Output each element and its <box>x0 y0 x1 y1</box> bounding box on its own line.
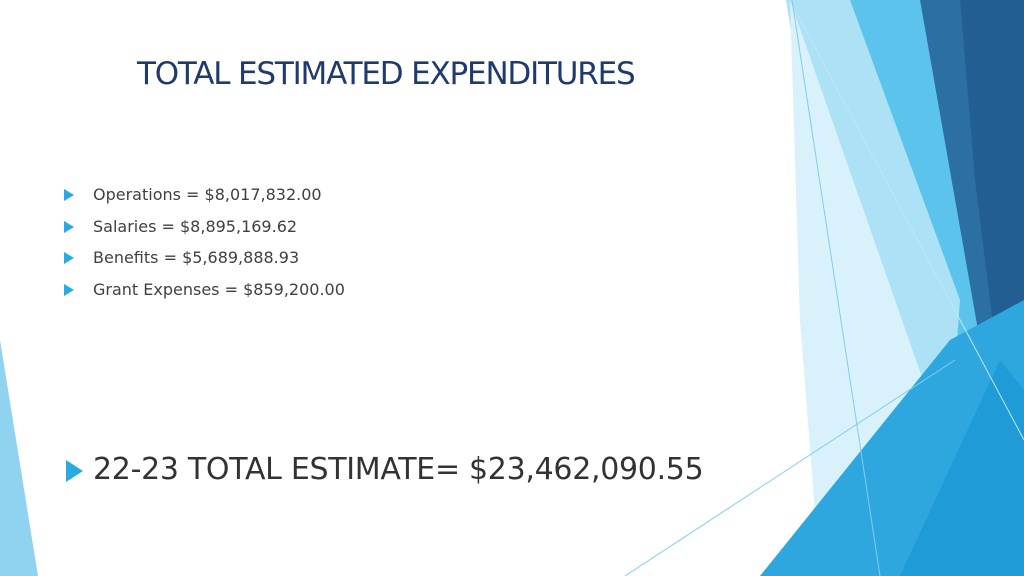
decor-line <box>624 359 956 576</box>
right-darkest-blue-shape <box>960 0 1024 340</box>
list-item: Benefits = $5,689,888.93 <box>64 246 345 278</box>
bullet-arrow-icon <box>64 283 74 296</box>
total-estimate-text: 22-23 TOTAL ESTIMATE= $23,462,090.55 <box>93 452 704 487</box>
list-item-label: Benefits = $5,689,888.93 <box>93 248 300 267</box>
expenditure-list: Operations = $8,017,832.00 Salaries = $8… <box>64 183 345 309</box>
decor-line <box>794 9 1024 441</box>
decor-line <box>791 0 881 576</box>
bullet-arrow-icon <box>66 460 83 482</box>
bullet-arrow-icon <box>64 220 74 233</box>
list-item-label: Operations = $8,017,832.00 <box>93 185 322 204</box>
left-edge-accent-shape <box>0 340 38 576</box>
list-item: Grant Expenses = $859,200.00 <box>64 278 345 310</box>
list-item-label: Salaries = $8,895,169.62 <box>93 216 298 236</box>
right-bottom-blue-shape <box>900 360 1024 576</box>
list-item: Operations = $8,017,832.00 <box>64 183 345 215</box>
bullet-arrow-icon <box>64 189 74 201</box>
slide-title: TOTAL ESTIMATED EXPENDITURES <box>137 56 636 92</box>
list-item-label: Grant Expenses = $859,200.00 <box>93 279 345 299</box>
list-item: Salaries = $8,895,169.62 <box>64 215 345 247</box>
total-estimate: 22-23 TOTAL ESTIMATE= $23,462,090.55 <box>66 448 704 492</box>
bullet-arrow-icon <box>64 252 74 264</box>
